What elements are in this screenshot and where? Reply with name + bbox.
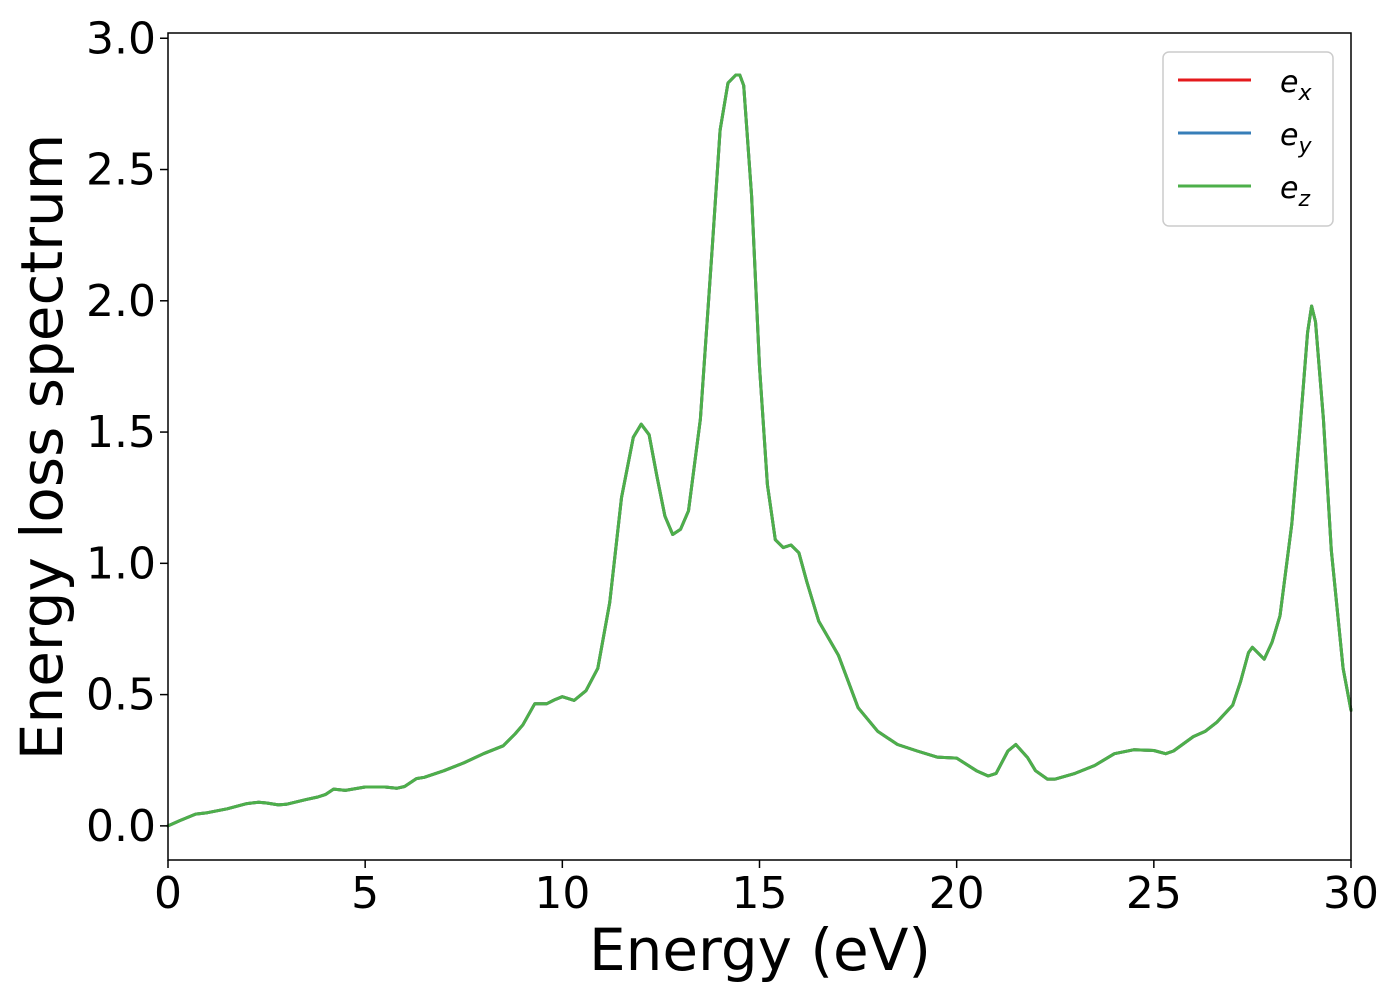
legend-label-e-y: ey <box>1280 118 1312 159</box>
x-tick-label: 15 <box>732 868 788 919</box>
x-tick-label: 5 <box>351 868 379 919</box>
x-tick-label: 10 <box>534 868 590 919</box>
x-tick-label: 30 <box>1323 868 1379 919</box>
x-axis-title: Energy (eV) <box>589 916 931 984</box>
y-tick-label: 3.0 <box>86 13 156 64</box>
y-tick-label: 2.0 <box>86 276 156 327</box>
legend-label-e-z: ez <box>1280 171 1310 212</box>
x-tick-label: 20 <box>929 868 985 919</box>
y-tick-label: 0.5 <box>86 670 156 721</box>
y-axis-title: Energy loss spectrum <box>8 134 76 760</box>
axis-ticks: 0 5 10 15 20 25 30 0.0 0.5 1.0 1.5 2.0 2.5 3.0 <box>86 13 1379 919</box>
y-tick-label: 1.5 <box>86 407 156 458</box>
series-layer <box>166 73 1353 828</box>
y-tick-label: 2.5 <box>86 145 156 196</box>
series-line-e-z <box>166 73 1353 828</box>
x-tick-label: 0 <box>154 868 182 919</box>
legend-box <box>1162 51 1334 227</box>
legend: ex ey ez <box>1162 51 1334 227</box>
y-tick-label: 0.0 <box>86 801 156 852</box>
x-tick-label: 25 <box>1126 868 1182 919</box>
y-tick-label: 1.0 <box>86 538 156 589</box>
legend-label-e-x: ex <box>1280 65 1312 106</box>
